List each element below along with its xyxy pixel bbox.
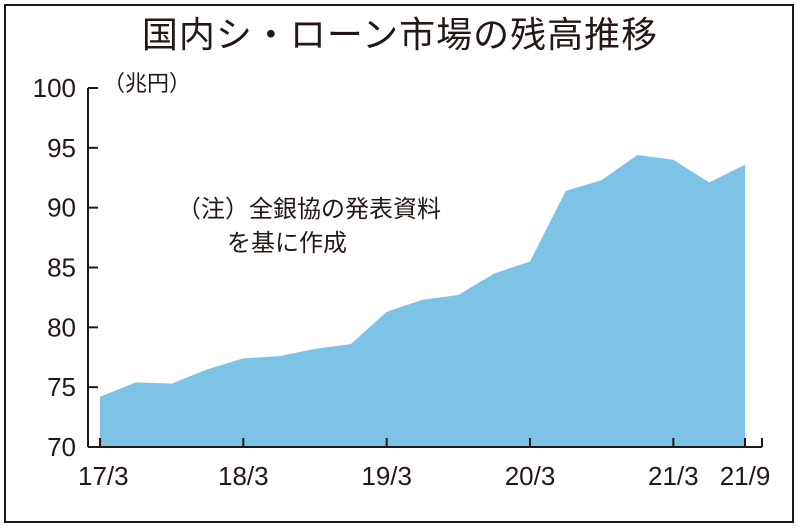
x-tick-label-19/3: 19/3 — [361, 461, 412, 491]
y-tick-label-90: 90 — [47, 193, 76, 223]
note-line-1: （注）全銀協の発表資料 — [177, 195, 441, 223]
area-layer — [100, 155, 745, 447]
y-tick-label-100: 100 — [33, 73, 76, 103]
note-line-2: を基に作成 — [227, 229, 347, 257]
y-tick-label-75: 75 — [47, 372, 76, 402]
x-tick-label-17/3: 17/3 — [78, 461, 129, 491]
y-tick-label-95: 95 — [47, 133, 76, 163]
y-axis-unit-label: （兆円） — [103, 72, 192, 97]
x-tick-label-18/3: 18/3 — [218, 461, 269, 491]
y-tick-label-85: 85 — [47, 253, 76, 283]
y-tick-label-70: 70 — [47, 432, 76, 462]
x-tick-label-21/3: 21/3 — [648, 461, 699, 491]
x-tick-label-21/9: 21/9 — [720, 461, 771, 491]
y-tick-label-80: 80 — [47, 312, 76, 342]
chart-title: 国内シ・ローン市場の残高推移 — [141, 15, 659, 56]
chart-note: （注）全銀協の発表資料 を基に作成 — [177, 192, 477, 260]
label-layer: 70 75 80 85 90 95 100 17/3 18/3 19/3 20/3 21/3 21/9 — [33, 73, 771, 491]
series-area — [100, 155, 745, 447]
axis-layer — [87, 87, 763, 448]
x-tick-label-20/3: 20/3 — [505, 461, 556, 491]
